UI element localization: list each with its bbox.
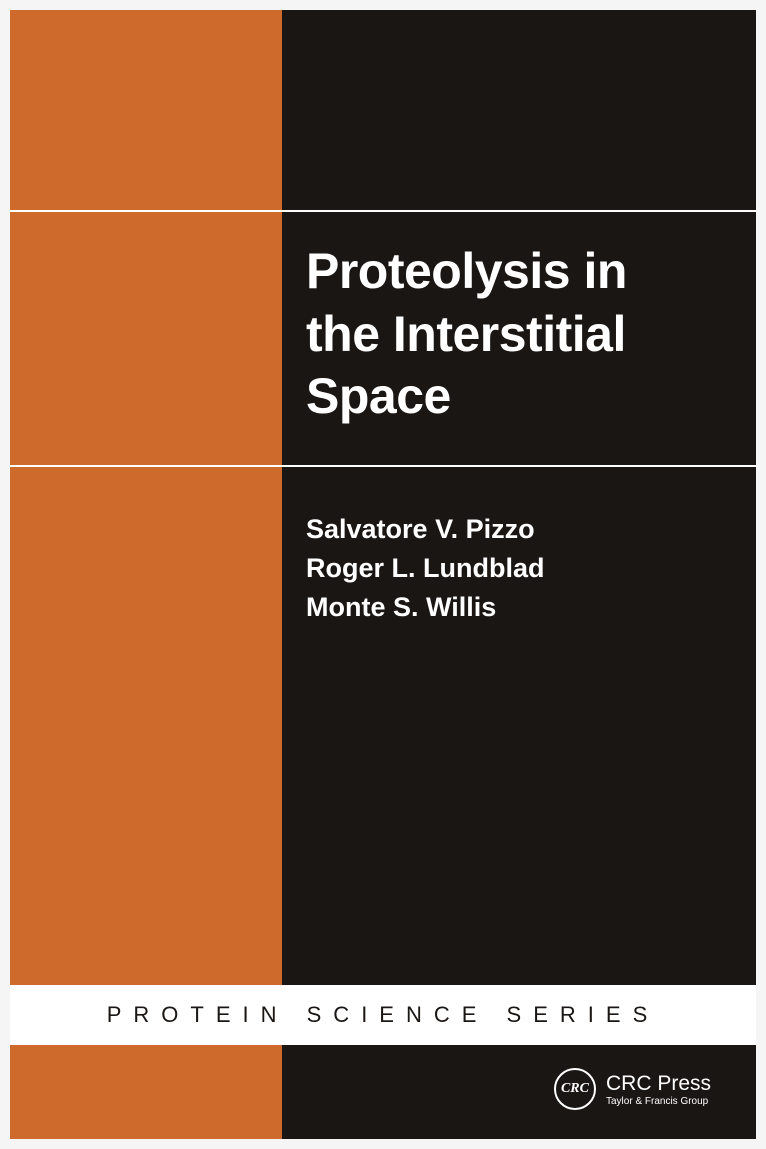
- top-horizontal-rule: [10, 210, 756, 212]
- book-cover: Proteolysis in the Interstitial Space Sa…: [10, 10, 756, 1139]
- publisher-block: CRC CRC Press Taylor & Francis Group: [554, 1068, 711, 1110]
- series-band: PROTEIN SCIENCE SERIES: [10, 985, 756, 1045]
- title-line-1: Proteolysis in: [306, 240, 726, 303]
- authors-block: Salvatore V. Pizzo Roger L. Lundblad Mon…: [306, 510, 726, 627]
- publisher-name: CRC Press: [606, 1072, 711, 1096]
- title-line-2: the Interstitial: [306, 303, 726, 366]
- author-2: Roger L. Lundblad: [306, 549, 726, 588]
- title-block: Proteolysis in the Interstitial Space: [306, 240, 726, 428]
- publisher-logo-text: CRC: [561, 1081, 589, 1097]
- author-1: Salvatore V. Pizzo: [306, 510, 726, 549]
- left-orange-panel: [10, 10, 282, 985]
- author-3: Monte S. Willis: [306, 588, 726, 627]
- middle-horizontal-rule: [10, 465, 756, 467]
- publisher-text: CRC Press Taylor & Francis Group: [606, 1072, 711, 1107]
- bottom-orange-panel: [10, 1045, 282, 1139]
- publisher-tagline: Taylor & Francis Group: [606, 1096, 711, 1107]
- publisher-logo-icon: CRC: [554, 1068, 596, 1110]
- series-label: PROTEIN SCIENCE SERIES: [107, 1002, 660, 1028]
- title-line-3: Space: [306, 365, 726, 428]
